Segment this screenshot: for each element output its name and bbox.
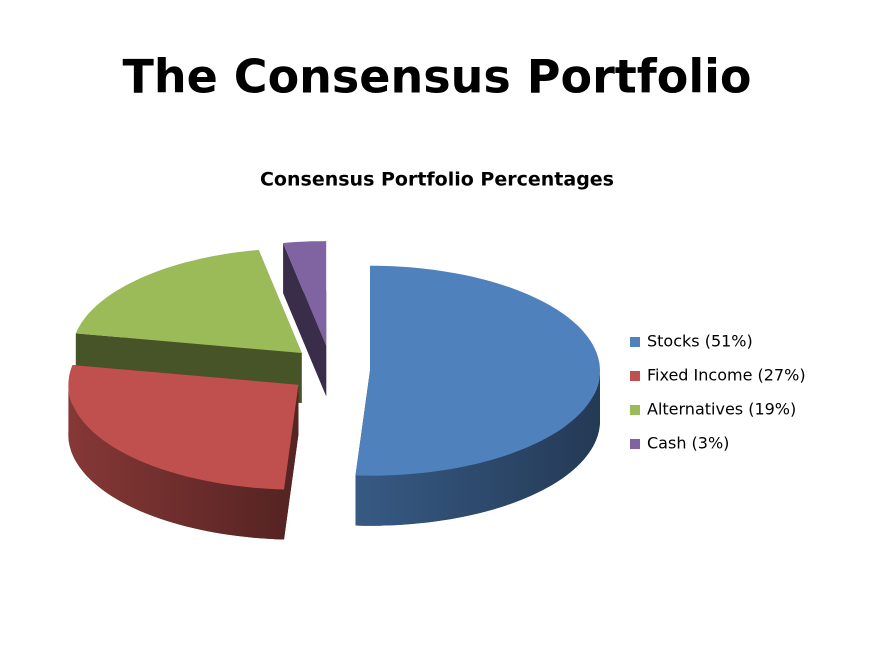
legend-label: Stocks (51%) (647, 332, 753, 351)
slice-top (68, 365, 299, 490)
legend-label: Fixed Income (27%) (647, 366, 806, 385)
slice (283, 241, 327, 397)
slice (68, 365, 299, 540)
slice-wall (68, 384, 285, 540)
slice-wall (355, 370, 600, 526)
chart-title: Consensus Portfolio Percentages (260, 169, 614, 191)
slide-title: The Consensus Portfolio (122, 50, 751, 104)
slice-top (75, 249, 302, 353)
slice-side (283, 243, 327, 397)
legend-label: Cash (3%) (647, 434, 729, 453)
slice-top (355, 265, 600, 476)
legend-swatch (630, 371, 640, 381)
legend-label: Alternatives (19%) (647, 400, 796, 419)
slice (355, 265, 600, 526)
legend-swatch (630, 439, 640, 449)
legend: Stocks (51%) Fixed Income (27%) Alternativ… (630, 332, 806, 453)
pie (68, 241, 600, 540)
slice-top (283, 241, 327, 347)
legend-swatch (630, 337, 640, 347)
legend-swatch (630, 405, 640, 415)
